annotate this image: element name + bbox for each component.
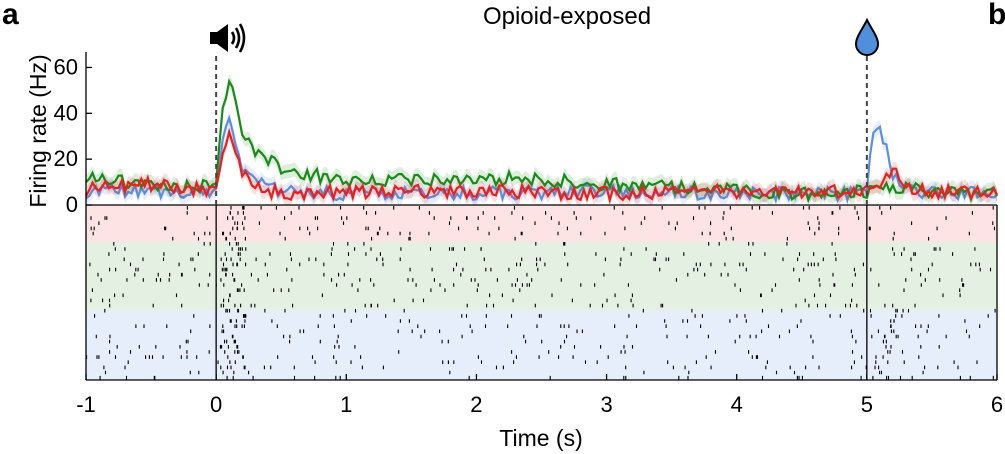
raster-row (90, 216, 947, 220)
trace-line-red (85, 127, 998, 205)
chart-title: Opioid-exposed (483, 3, 651, 30)
raster-band-green (86, 242, 997, 310)
x-axis-label: Time (s) (499, 425, 582, 451)
raster-row (190, 329, 968, 334)
raster-row (97, 272, 922, 277)
raster-row (91, 288, 961, 292)
raster-row (94, 314, 989, 318)
raster-row (103, 365, 959, 370)
raster-row (86, 355, 920, 359)
raster-band-blue (86, 310, 997, 380)
raster-row (172, 236, 930, 241)
raster-row (98, 221, 994, 225)
panel-label-b: b (988, 0, 1005, 31)
raster-row (109, 267, 992, 272)
raster-row (114, 247, 976, 251)
raster-row (123, 257, 912, 262)
y-axis-label: Firing rate (Hz) (25, 54, 51, 207)
raster-row (186, 211, 973, 215)
water-drop-icon (854, 17, 880, 56)
raster-row (113, 242, 833, 246)
raster-row (92, 231, 970, 236)
raster-row (95, 334, 970, 339)
x-tick-label: 3 (600, 392, 612, 417)
y-tick-label: 40 (54, 100, 78, 125)
speaker-icon (210, 23, 246, 53)
x-axis-ticks: -1 0 1 2 3 4 5 6 (76, 374, 1003, 417)
raster-row (90, 298, 853, 303)
spike-raster (86, 206, 996, 380)
raster-row (100, 278, 963, 282)
raster-row (108, 252, 954, 256)
panel-label-a: a (2, 0, 19, 31)
x-tick-label: 1 (340, 392, 352, 417)
raster-row (198, 283, 965, 287)
y-tick-label: 60 (54, 54, 78, 79)
raster-row (116, 345, 940, 349)
y-tick-label: 0 (66, 192, 78, 217)
raster-row (89, 262, 980, 267)
raster-row (127, 360, 978, 364)
raster-row (186, 206, 994, 210)
x-tick-label: 2 (470, 392, 482, 417)
x-tick-label: -1 (76, 392, 96, 417)
raster-row (99, 375, 994, 380)
raster-band-red (86, 205, 997, 242)
trace-line-blue (85, 114, 998, 205)
raster-row (104, 370, 924, 375)
trace-line-green (85, 78, 999, 204)
chart-axes (85, 52, 998, 381)
raster-row (90, 226, 996, 231)
y-tick-label: 20 (54, 146, 78, 171)
raster-bands (86, 205, 997, 380)
raster-row (229, 319, 966, 323)
raster-row (109, 339, 887, 344)
x-tick-label: 5 (861, 392, 873, 417)
x-tick-label: 4 (731, 392, 743, 417)
raster-row (104, 308, 996, 313)
x-tick-label: 6 (991, 392, 1003, 417)
trace-band-blue (86, 111, 997, 205)
raster-row (114, 293, 961, 298)
raster-row (109, 350, 904, 354)
x-tick-label: 0 (210, 392, 222, 417)
y-axis-ticks: 0 20 40 60 (54, 54, 92, 217)
raster-row (135, 324, 981, 328)
firing-rate-traces (85, 74, 999, 205)
raster-row (109, 303, 916, 308)
trace-band-red (86, 125, 997, 205)
